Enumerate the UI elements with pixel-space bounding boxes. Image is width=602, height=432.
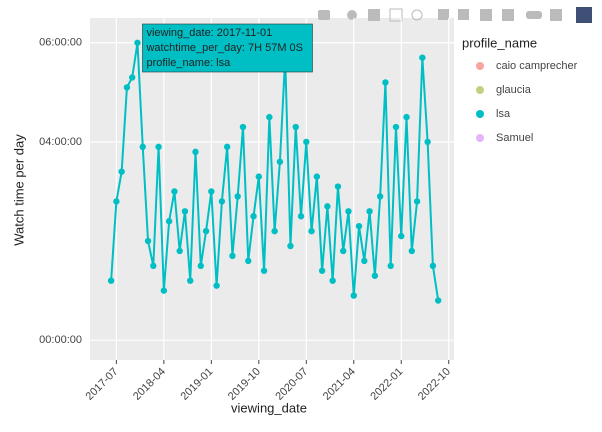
point [345,208,352,215]
x-tick-label: 2022-01 [368,366,405,403]
point [287,242,294,250]
point [408,247,415,255]
point [202,227,210,235]
point [160,287,168,294]
point [118,168,125,175]
point [413,198,421,205]
point [334,183,342,190]
point [398,232,405,240]
point [144,237,152,245]
point [371,272,379,279]
point [150,262,157,270]
point [245,257,252,265]
point [434,297,442,304]
point [392,123,400,131]
point [355,222,363,230]
point [239,123,247,131]
legend-marker [476,134,484,142]
point [234,193,241,200]
y-tick-label: 00:00:00 [39,334,82,346]
tooltip [142,23,313,73]
point [403,113,410,121]
y-tick-label: 06:00:00 [39,37,82,49]
tooltip-line: watchtime_per_day: 7H 57M 0S [145,42,303,54]
point [213,282,220,289]
point [297,213,305,220]
point [324,203,331,210]
point [187,277,194,284]
point [192,148,199,156]
point [176,247,183,255]
point [366,208,373,215]
point [376,193,384,200]
x-tick-label: 2020-07 [273,366,310,403]
legend-label: lsa [496,108,511,120]
point [129,74,136,81]
y-axis-title: Watch time per day [11,134,26,246]
point [255,173,263,180]
point [229,252,236,260]
point [155,143,162,151]
point [424,138,431,146]
point [107,277,115,284]
point [165,218,173,225]
legend-title: profile_name [462,35,537,50]
point [419,54,426,61]
point [303,138,310,146]
legend-marker [476,62,484,70]
point [181,208,189,215]
x-tick-label: 2019-10 [226,366,263,403]
x-tick-label: 2017-07 [84,366,121,403]
point [197,262,204,270]
point [260,267,268,274]
point [313,173,321,180]
x-tick-label: 2019-01 [178,366,215,403]
legend-label: glaucia [496,84,532,96]
x-tick-label: 2018-04 [131,366,168,403]
point [250,213,257,220]
legend-label: Samuel [496,132,533,144]
x-axis-title: viewing_date [231,400,307,415]
y-tick-label: 04:00:00 [39,136,82,148]
point [134,39,141,46]
point [139,143,146,151]
tooltip-line: viewing_date: 2017-11-01 [146,27,272,39]
point [266,113,273,121]
point [429,262,437,270]
point [123,84,131,91]
point [350,292,357,299]
point [387,262,394,270]
legend-label: caio camprecher [496,60,578,72]
point [308,227,315,235]
point [171,188,178,195]
toolbar [318,7,592,23]
point [361,257,368,265]
x-tick-label: 2022-10 [416,366,453,403]
point [271,227,278,235]
point [329,277,336,284]
tooltip-line: profile_name: lsa [146,57,231,69]
x-tick-label: 2021-04 [321,366,358,403]
point [218,198,226,205]
point [292,123,299,131]
legend-marker [476,86,484,94]
point [208,188,215,195]
point [340,247,347,255]
point [276,158,284,165]
point [223,143,231,151]
legend-marker [476,110,484,118]
point [113,198,120,205]
point [382,79,389,86]
point [318,267,326,274]
